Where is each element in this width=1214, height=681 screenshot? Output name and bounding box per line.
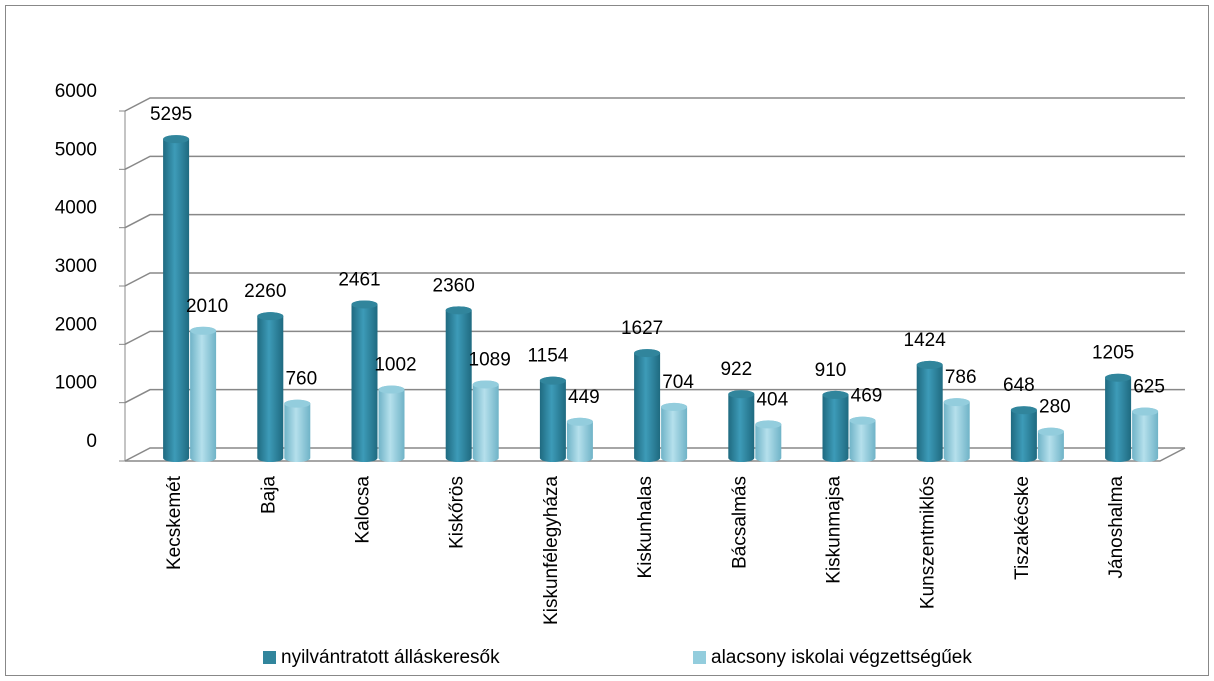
bar-cap	[728, 390, 755, 399]
bar-cap	[284, 399, 311, 408]
bar-cap	[351, 300, 378, 309]
y-tick-label: 0	[86, 431, 97, 452]
bar-cap	[943, 398, 970, 407]
bar-cap	[445, 306, 472, 315]
grid-line	[124, 97, 1185, 112]
grid-line	[124, 213, 1185, 229]
floor	[125, 447, 1186, 462]
bar	[755, 420, 782, 462]
x-tick-label: Kiskunhalas	[635, 476, 656, 578]
x-tick-label: Bácsalmás	[729, 476, 750, 569]
bar	[163, 135, 190, 462]
bar-cap	[1132, 407, 1159, 416]
bar	[822, 390, 849, 462]
bar-cap	[190, 326, 217, 335]
bar	[1105, 373, 1132, 462]
data-label: 1424	[904, 330, 947, 351]
legend-label: alacsony iskolai végzettségűek	[711, 647, 972, 668]
bar	[661, 402, 688, 462]
data-label: 2461	[338, 269, 380, 290]
data-label: 1154	[527, 346, 568, 367]
y-tick-label: 6000	[55, 81, 97, 102]
legend-swatch	[693, 651, 706, 664]
chart-border	[5, 5, 1209, 676]
data-label: 2360	[433, 275, 475, 296]
bar-cap	[539, 376, 566, 385]
bar-cap	[1037, 427, 1064, 436]
bar	[728, 390, 755, 462]
data-label: 1205	[1092, 343, 1134, 364]
bar-cap	[472, 380, 499, 389]
grid-line	[124, 388, 1185, 404]
x-tick-label: Kiskőrös	[447, 476, 468, 549]
bar	[849, 416, 876, 462]
data-label: 704	[662, 372, 694, 393]
data-label: 648	[1003, 375, 1035, 396]
bar	[378, 385, 405, 462]
data-label: 5295	[150, 104, 192, 125]
data-label: 1002	[374, 355, 416, 376]
bar-cap	[849, 416, 876, 425]
bar-cap	[755, 420, 782, 429]
bar-cap	[257, 312, 284, 321]
y-tick-label: 1000	[55, 373, 97, 394]
grid-line	[124, 155, 1185, 170]
data-label: 1627	[621, 318, 663, 339]
grid-line	[124, 330, 1185, 345]
data-label: 2010	[186, 296, 228, 317]
bar	[1037, 427, 1064, 462]
bar-cap	[822, 390, 849, 399]
bar-cap	[566, 417, 593, 426]
bar	[634, 349, 661, 462]
x-tick-label: Kiskunmajsa	[824, 476, 845, 584]
x-tick-label: Baja	[258, 476, 279, 514]
data-label: 786	[945, 367, 977, 388]
data-label: 760	[285, 369, 317, 390]
bar	[566, 417, 593, 462]
data-label: 469	[851, 386, 883, 407]
data-label: 280	[1039, 397, 1071, 418]
bar-cap	[1105, 373, 1132, 382]
legend-label: nyilvántratott álláskeresők	[281, 647, 500, 668]
bar-cap	[634, 349, 661, 358]
x-tick-label: Kecskemét	[164, 475, 185, 570]
bar	[445, 306, 472, 462]
data-label: 449	[568, 387, 600, 408]
x-tick-label: Kiskunfélegyháza	[541, 476, 562, 625]
x-tick-label: Kunszentmiklós	[918, 476, 939, 609]
bar	[472, 380, 499, 462]
grid-line	[124, 272, 1185, 287]
bar-cap	[1010, 406, 1037, 415]
bar-cap	[378, 385, 405, 394]
bar	[916, 360, 943, 462]
legend-swatch	[263, 651, 276, 664]
x-tick-label: Jánoshalma	[1106, 476, 1127, 579]
y-tick-label: 4000	[55, 198, 97, 219]
data-label: 404	[756, 389, 788, 410]
bar-cap	[916, 360, 943, 369]
bar	[539, 376, 566, 462]
bar	[284, 399, 311, 462]
y-tick-label: 2000	[55, 314, 97, 335]
data-label: 625	[1133, 377, 1165, 398]
data-label: 2260	[244, 281, 286, 302]
y-tick-label: 3000	[55, 256, 97, 277]
bar	[1132, 407, 1159, 462]
bar	[257, 312, 284, 462]
bar-cap	[661, 402, 688, 411]
x-tick-label: Tiszakécske	[1012, 476, 1033, 580]
data-label: 910	[815, 360, 847, 381]
bar	[190, 326, 217, 462]
bar	[1010, 406, 1037, 462]
y-tick-label: 5000	[55, 139, 97, 160]
data-label: 1089	[469, 349, 511, 370]
x-tick-label: Kalocsa	[353, 476, 374, 544]
bar	[943, 398, 970, 462]
bar	[351, 300, 378, 462]
data-label: 922	[720, 359, 752, 380]
bar-cap	[163, 135, 190, 144]
